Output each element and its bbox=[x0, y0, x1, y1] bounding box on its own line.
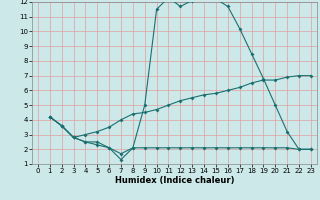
X-axis label: Humidex (Indice chaleur): Humidex (Indice chaleur) bbox=[115, 176, 234, 185]
